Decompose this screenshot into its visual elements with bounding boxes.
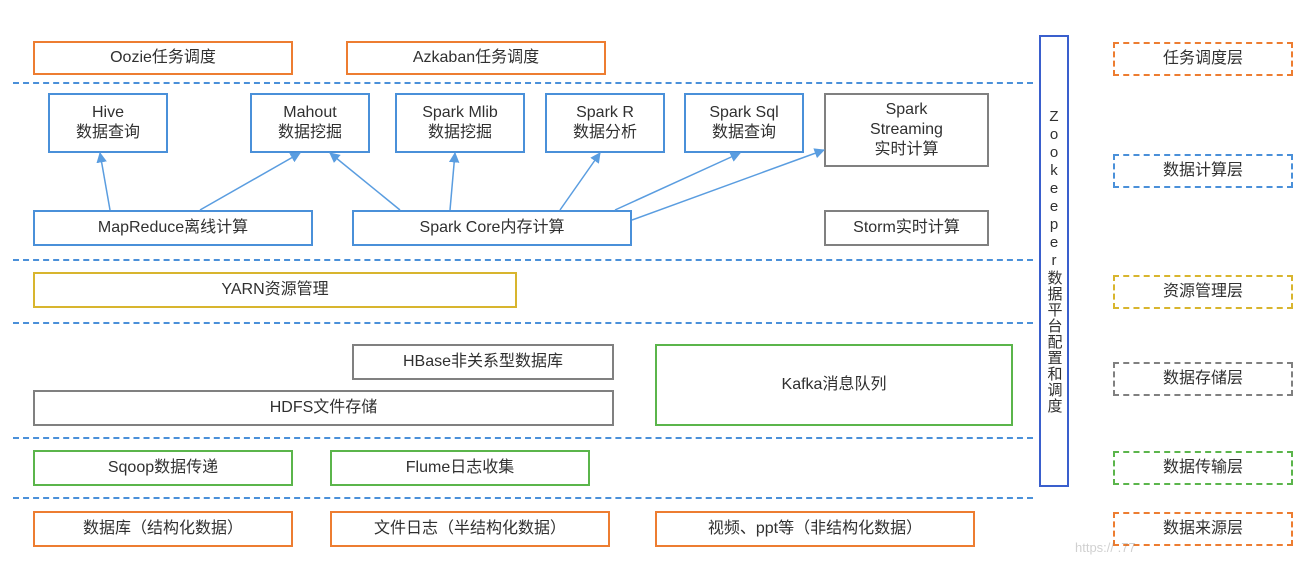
node-hive: Hive 数据查询 <box>48 93 168 153</box>
node-src-video: 视频、ppt等（非结构化数据） <box>655 511 975 547</box>
node-sparkstream: Spark Streaming 实时计算 <box>824 93 989 167</box>
node-sparkcore: Spark Core内存计算 <box>352 210 632 246</box>
node-sqoop: Sqoop数据传递 <box>33 450 293 486</box>
node-sparksql: Spark Sql 数据查询 <box>684 93 804 153</box>
label-compute: 数据计算层 <box>1113 154 1293 188</box>
edge-sparkcore-to-mlib <box>450 153 455 210</box>
node-mlib: Spark Mlib 数据挖掘 <box>395 93 525 153</box>
edge-sparkcore-to-sparksql <box>615 153 740 210</box>
label-scheduler: 任务调度层 <box>1113 42 1293 76</box>
label-storage: 数据存储层 <box>1113 362 1293 396</box>
zookeeper-label: Zookeeper数据平台配置和调度 <box>1044 108 1065 414</box>
edge-mapreduce-to-mahout <box>200 153 300 210</box>
node-yarn: YARN资源管理 <box>33 272 517 308</box>
edge-sparkcore-to-mahout <box>330 153 400 210</box>
edge-mapreduce-to-hive <box>100 153 110 210</box>
node-oozie: Oozie任务调度 <box>33 41 293 75</box>
watermark-text: https:// .77 <box>1075 540 1136 555</box>
diagram-canvas: Oozie任务调度 Azkaban任务调度 Hive 数据查询 Mahout 数据挖掘… <box>0 0 1309 562</box>
node-flume: Flume日志收集 <box>330 450 590 486</box>
layer-separator <box>13 497 1033 499</box>
node-src-file: 文件日志（半结构化数据） <box>330 511 610 547</box>
node-kafka: Kafka消息队列 <box>655 344 1013 426</box>
node-mahout: Mahout 数据挖掘 <box>250 93 370 153</box>
layer-separator <box>13 437 1033 439</box>
layer-separator <box>13 322 1033 324</box>
edge-sparkcore-to-sparkr <box>560 153 600 210</box>
node-sparkr: Spark R 数据分析 <box>545 93 665 153</box>
node-zookeeper: Zookeeper数据平台配置和调度 <box>1039 35 1069 487</box>
node-src-db: 数据库（结构化数据） <box>33 511 293 547</box>
label-source: 数据来源层 <box>1113 512 1293 546</box>
node-azkaban: Azkaban任务调度 <box>346 41 606 75</box>
layer-separator <box>13 82 1033 84</box>
node-hbase: HBase非关系型数据库 <box>352 344 614 380</box>
layer-separator <box>13 259 1033 261</box>
label-transfer: 数据传输层 <box>1113 451 1293 485</box>
label-resource: 资源管理层 <box>1113 275 1293 309</box>
edge-sparkcore-to-sparkstream <box>632 150 824 220</box>
node-mapreduce: MapReduce离线计算 <box>33 210 313 246</box>
node-storm: Storm实时计算 <box>824 210 989 246</box>
node-hdfs: HDFS文件存储 <box>33 390 614 426</box>
